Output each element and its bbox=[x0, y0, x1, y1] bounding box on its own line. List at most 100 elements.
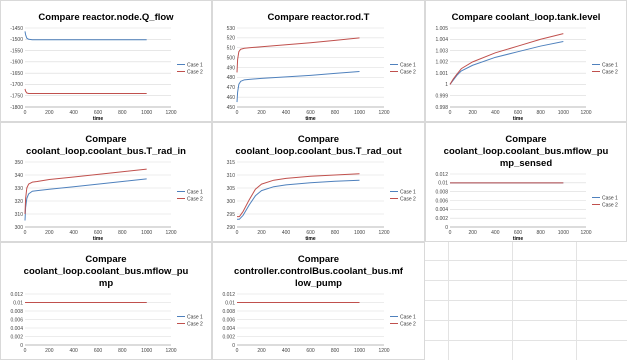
x-tick-label: 0 bbox=[24, 110, 27, 116]
x-tick-label: 200 bbox=[45, 230, 54, 236]
y-tick-label: 0.006 bbox=[10, 317, 23, 323]
series-line-case-2 bbox=[449, 33, 564, 85]
x-tick-label: 1200 bbox=[378, 230, 389, 236]
chart-title: Compare coolant_loop.coolant_bus.mflow_p… bbox=[443, 134, 609, 169]
y-tick-label: 295 bbox=[227, 212, 236, 218]
x-axis-label: time bbox=[513, 236, 524, 242]
chart-panel-controller-mflow-pump[interactable]: Compare controller.controlBus.coolant_bu… bbox=[212, 242, 425, 360]
x-tick-label: 600 bbox=[306, 230, 315, 236]
x-tick-label: 400 bbox=[69, 348, 78, 354]
y-tick-label: 0 bbox=[20, 343, 23, 349]
y-tick-label: 0.002 bbox=[435, 216, 448, 222]
legend-label: Case 1 bbox=[400, 62, 416, 68]
y-tick-label: 350 bbox=[15, 160, 24, 166]
series-line-case-1 bbox=[237, 179, 360, 220]
y-tick-label: 0.004 bbox=[435, 207, 448, 213]
y-tick-label: 0.012 bbox=[435, 172, 448, 178]
chart-panel-mflow-pump[interactable]: Compare coolant_loop.coolant_bus.mflow_p… bbox=[0, 242, 212, 360]
x-tick-label: 0 bbox=[24, 230, 27, 236]
y-tick-label: 0.002 bbox=[222, 334, 235, 340]
x-tick-label: 600 bbox=[514, 230, 523, 236]
y-tick-label: 300 bbox=[227, 199, 236, 205]
y-tick-label: 0.002 bbox=[10, 334, 23, 340]
x-tick-label: 200 bbox=[45, 348, 54, 354]
chart-canvas: 0.998 0.999 1 1.001 1.002 1.003 1.004 1.005 0 200… bbox=[435, 26, 618, 121]
x-tick-label: 1000 bbox=[558, 230, 569, 236]
y-tick-label: 1.002 bbox=[435, 60, 448, 66]
legend-label: Case 1 bbox=[602, 195, 618, 201]
x-tick-label: 400 bbox=[69, 110, 78, 116]
x-tick-label: 400 bbox=[491, 110, 500, 116]
chart-title: Compare coolant_loop.coolant_bus.T_rad_i… bbox=[26, 134, 186, 157]
y-tick-label: 0.008 bbox=[222, 309, 235, 315]
y-tick-label: 0.006 bbox=[222, 317, 235, 323]
x-axis-label: time bbox=[93, 236, 104, 242]
y-tick-label: 300 bbox=[15, 225, 24, 231]
y-tick-label: 305 bbox=[227, 186, 236, 192]
x-tick-label: 400 bbox=[282, 110, 291, 116]
chart-panel-t-rad-in[interactable]: Compare coolant_loop.coolant_bus.T_rad_i… bbox=[0, 122, 212, 242]
y-tick-label: 0.01 bbox=[13, 300, 23, 306]
chart-panel-mflow-pump-sensed[interactable]: Compare coolant_loop.coolant_bus.mflow_p… bbox=[425, 122, 627, 242]
x-tick-label: 1200 bbox=[165, 230, 176, 236]
x-tick-label: 0 bbox=[236, 348, 239, 354]
x-tick-label: 1200 bbox=[580, 110, 591, 116]
y-tick-label: 330 bbox=[15, 186, 24, 192]
x-tick-label: 0 bbox=[449, 230, 452, 236]
x-tick-label: 0 bbox=[236, 230, 239, 236]
chart-title: Compare coolant_loop.coolant_bus.mflow_p… bbox=[23, 254, 189, 289]
x-tick-label: 1200 bbox=[165, 110, 176, 116]
x-tick-label: 400 bbox=[282, 230, 291, 236]
chart-canvas: 300 310 320 330 340 350 0 200 400 600 800 1000 1200 t… bbox=[15, 160, 203, 242]
chart-panel-tank-level[interactable]: Compare coolant_loop.tank.level 0.998 0.9… bbox=[425, 0, 627, 122]
y-tick-label: -1650 bbox=[10, 71, 23, 77]
chart-title: Compare coolant_loop.tank.level bbox=[451, 12, 601, 23]
x-tick-label: 600 bbox=[514, 110, 523, 116]
x-tick-label: 1200 bbox=[165, 348, 176, 354]
y-tick-label: -1550 bbox=[10, 48, 23, 54]
y-tick-label: 1.004 bbox=[435, 37, 448, 43]
chart-title: Compare controller.controlBus.coolant_bu… bbox=[234, 254, 403, 289]
y-tick-label: 0.01 bbox=[438, 181, 448, 187]
y-tick-label: 0.012 bbox=[222, 292, 235, 298]
y-tick-label: 0 bbox=[445, 225, 448, 231]
x-tick-label: 200 bbox=[468, 230, 477, 236]
chart-panel-q-flow[interactable]: Compare reactor.node.Q_flow -1800 -1750 -1… bbox=[0, 0, 212, 122]
chart-title: Compare coolant_loop.coolant_bus.T_rad_o… bbox=[235, 134, 402, 157]
legend-label: Case 1 bbox=[187, 314, 203, 320]
x-tick-label: 1000 bbox=[141, 110, 152, 116]
x-axis-label: time bbox=[305, 116, 316, 122]
chart-canvas: 0 0.002 0.004 0.006 0.008 0.01 0.012 0 200 400 600… bbox=[10, 292, 203, 354]
y-tick-label: 460 bbox=[227, 95, 236, 101]
y-tick-label: 490 bbox=[227, 65, 236, 71]
legend-label: Case 2 bbox=[602, 69, 618, 75]
chart-title: Compare reactor.rod.T bbox=[267, 12, 370, 23]
y-tick-label: -1600 bbox=[10, 60, 23, 66]
x-tick-label: 0 bbox=[24, 348, 27, 354]
legend-label: Case 1 bbox=[187, 189, 203, 195]
x-axis-label: time bbox=[305, 236, 316, 242]
y-tick-label: -1700 bbox=[10, 82, 23, 88]
legend-label: Case 1 bbox=[400, 314, 416, 320]
y-tick-label: 315 bbox=[227, 160, 236, 166]
chart-panel-rod-t[interactable]: Compare reactor.rod.T 450 460 470 480 490 500… bbox=[212, 0, 425, 122]
series-line-case-1 bbox=[24, 31, 147, 41]
x-tick-label: 1200 bbox=[378, 348, 389, 354]
x-tick-label: 1000 bbox=[141, 230, 152, 236]
y-tick-label: 0.008 bbox=[435, 189, 448, 195]
x-tick-label: 1000 bbox=[354, 348, 365, 354]
y-tick-label: 0.999 bbox=[435, 94, 448, 100]
y-tick-label: 1.005 bbox=[435, 26, 448, 32]
y-tick-label: -1800 bbox=[10, 105, 23, 111]
y-tick-label: 310 bbox=[15, 212, 24, 218]
chart-panel-t-rad-out[interactable]: Compare coolant_loop.coolant_bus.T_rad_o… bbox=[212, 122, 425, 242]
x-tick-label: 800 bbox=[536, 110, 545, 116]
x-tick-label: 800 bbox=[118, 110, 127, 116]
legend-label: Case 2 bbox=[187, 196, 203, 202]
chart-canvas: 0 0.002 0.004 0.006 0.008 0.01 0.012 0 200 400 600… bbox=[435, 172, 618, 242]
legend-label: Case 1 bbox=[187, 62, 203, 68]
x-tick-label: 1000 bbox=[354, 230, 365, 236]
chart-canvas: 0 0.002 0.004 0.006 0.008 0.01 0.012 0 200 400 600… bbox=[222, 292, 416, 354]
y-tick-label: 480 bbox=[227, 75, 236, 81]
